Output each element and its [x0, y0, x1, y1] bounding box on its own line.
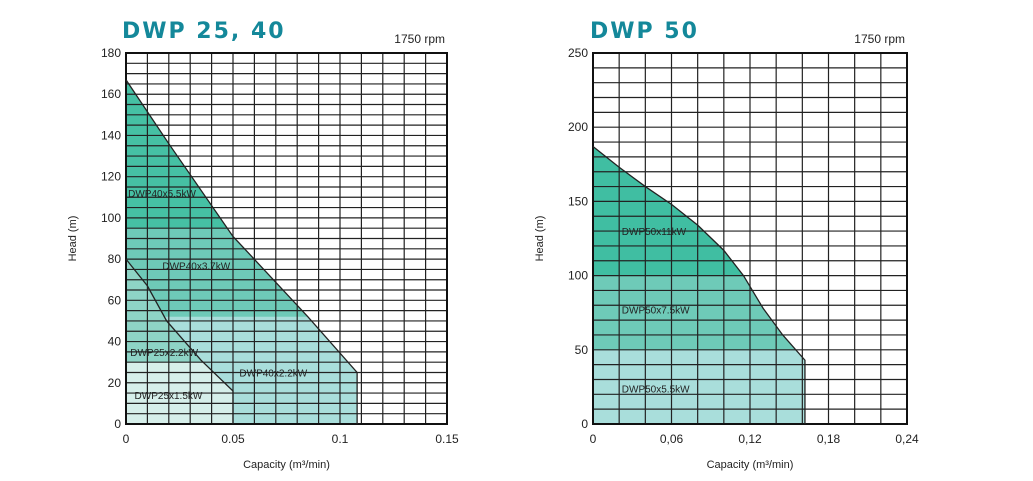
rpm-label: 1750 rpm	[854, 32, 905, 46]
y-tick-label: 150	[568, 194, 588, 208]
y-tick-label: 0	[581, 417, 588, 431]
band-DWP50x7.5kW	[593, 275, 796, 350]
chart-title: DWP 25, 40	[122, 19, 286, 44]
y-tick-label: 50	[575, 343, 589, 357]
x-tick-label: 0,18	[817, 432, 841, 446]
curve-DWP50	[592, 145, 806, 424]
x-tick-label: 0	[123, 432, 130, 446]
y-tick-label: 100	[101, 211, 121, 225]
band-label: DWP40x2.2kW	[239, 368, 307, 379]
y-tick-label: 0	[114, 417, 121, 431]
rpm-label: 1750 rpm	[394, 32, 445, 46]
y-axis-label: Head (m)	[67, 216, 79, 262]
x-tick-label: 0,24	[895, 432, 919, 446]
band-label: DWP40x5.5kW	[128, 189, 196, 200]
band-DWP40x5.5kW	[126, 79, 228, 229]
y-tick-label: 100	[568, 269, 588, 283]
y-tick-label: 140	[101, 128, 121, 142]
y-tick-label: 80	[108, 252, 122, 266]
band-label: DWP25x2.2kW	[130, 348, 198, 359]
y-tick-label: 120	[101, 170, 121, 184]
band-DWP40x3.7kW	[126, 228, 308, 317]
curve-DWP40	[125, 79, 358, 424]
plot-frame	[592, 52, 908, 425]
y-axis-label: Head (m)	[534, 216, 546, 262]
curve-DWP25	[125, 258, 234, 424]
chart-title: DWP 50	[590, 19, 699, 44]
chart-1: DWP 50 1750 rpm DWP50x5.5kW DWP50x7.5kW DWP5…	[534, 19, 919, 471]
x-tick-label: 0	[590, 432, 597, 446]
y-tick-label: 160	[101, 87, 121, 101]
x-tick-label: 0.1	[332, 432, 349, 446]
y-tick-label: 40	[108, 335, 122, 349]
x-tick-label: 0,12	[738, 432, 762, 446]
y-tick-label: 60	[108, 293, 122, 307]
plot-frame	[125, 52, 448, 425]
x-tick-label: 0,06	[660, 432, 684, 446]
band-DWP50x11kW	[593, 146, 744, 276]
x-tick-label: 0.15	[435, 432, 459, 446]
x-axis-label: Capacity (m³/min)	[707, 459, 794, 471]
y-tick-label: 250	[568, 46, 588, 60]
band-label: DWP25x1.5kW	[135, 391, 203, 402]
chart-0: DWP 25, 40 1750 rpm DWP40x2.2kW DWP40x3.7kW…	[67, 19, 459, 471]
x-tick-label: 0.05	[221, 432, 245, 446]
y-tick-label: 20	[108, 376, 122, 390]
band-DWP25x2.2kW	[126, 259, 204, 363]
band-label: DWP50x11kW	[622, 227, 687, 238]
band-DWP50x5.5kW	[593, 349, 805, 424]
band-label: DWP50x5.5kW	[622, 384, 690, 395]
y-tick-label: 200	[568, 120, 588, 134]
band-label: DWP40x3.7kW	[162, 261, 230, 272]
x-axis-label: Capacity (m³/min)	[243, 459, 330, 471]
band-label: DWP50x7.5kW	[622, 306, 690, 317]
y-tick-label: 180	[101, 46, 121, 60]
